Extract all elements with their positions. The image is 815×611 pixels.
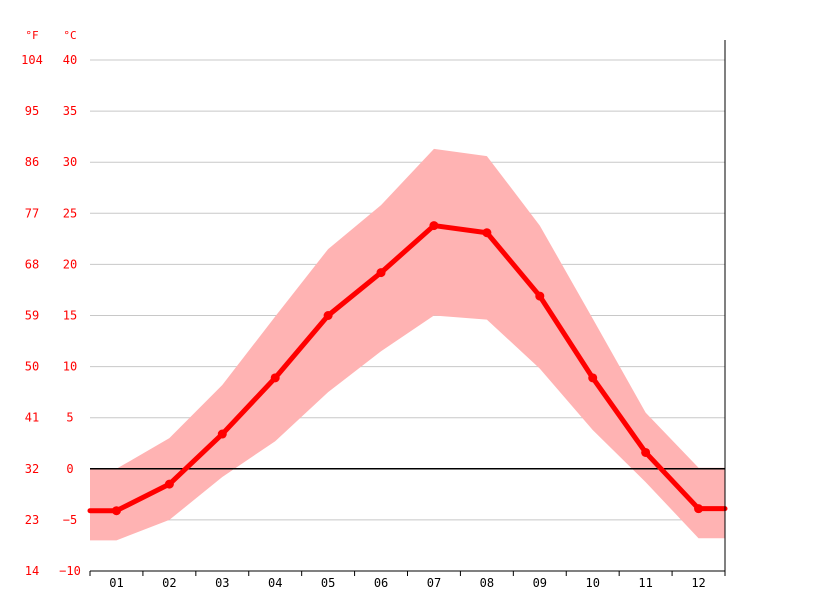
tick-label-layer: °F °C −10 14 −5 23 0 32 5 41 10 50 15 59 20 68 25 77 30 8… — [21, 29, 706, 590]
mean-temperature-point — [641, 447, 651, 457]
y-tick-fahrenheit: 104 — [21, 53, 43, 67]
y-tick-celsius: 15 — [63, 309, 77, 323]
y-tick-celsius: 30 — [63, 155, 77, 169]
x-tick-label: 11 — [638, 576, 652, 590]
unit-label-fahrenheit: °F — [25, 29, 38, 42]
y-tick-fahrenheit: 95 — [25, 104, 39, 118]
y-tick-celsius: 0 — [66, 462, 73, 476]
mean-line-layer — [87, 221, 728, 516]
x-tick-label: 02 — [162, 576, 176, 590]
y-tick-celsius: −10 — [59, 564, 81, 578]
mean-temperature-point — [164, 479, 174, 489]
mean-temperature-point — [429, 221, 439, 231]
mean-temperature-point — [376, 268, 386, 278]
y-tick-fahrenheit: 23 — [25, 513, 39, 527]
mean-temperature-point — [535, 291, 545, 301]
x-tick-label: 10 — [585, 576, 599, 590]
y-tick-fahrenheit: 77 — [25, 206, 39, 220]
y-tick-celsius: 25 — [63, 206, 77, 220]
range-band-layer — [90, 148, 725, 541]
mean-temperature-point — [323, 311, 333, 320]
y-tick-fahrenheit: 50 — [25, 360, 39, 374]
y-tick-celsius: 20 — [63, 257, 77, 271]
y-tick-celsius: 5 — [66, 411, 73, 425]
x-tick-label: 08 — [480, 576, 494, 590]
y-tick-fahrenheit: 68 — [25, 257, 39, 271]
mean-temperature-line — [87, 223, 728, 514]
x-tick-label: 03 — [215, 576, 229, 590]
y-tick-fahrenheit: 59 — [25, 309, 39, 323]
y-tick-celsius: 10 — [63, 360, 77, 374]
y-tick-fahrenheit: 32 — [25, 462, 39, 476]
x-tick-label: 07 — [427, 576, 441, 590]
mean-temperature-point — [694, 504, 704, 514]
mean-temperature-point — [111, 506, 121, 516]
x-tick-label: 01 — [109, 576, 123, 590]
x-tick-label: 04 — [268, 576, 282, 590]
mean-temperature-point — [482, 228, 492, 238]
unit-label-celsius: °C — [63, 29, 76, 42]
mean-temperature-point — [217, 429, 227, 439]
x-tick-label: 05 — [321, 576, 335, 590]
x-tick-label: 09 — [533, 576, 547, 590]
temperature-range-band — [90, 148, 725, 541]
y-tick-fahrenheit: 86 — [25, 155, 39, 169]
x-tick-label: 12 — [691, 576, 705, 590]
y-tick-celsius: −5 — [63, 513, 77, 527]
x-tick-label: 06 — [374, 576, 388, 590]
mean-temperature-point — [588, 373, 598, 383]
y-tick-celsius: 40 — [63, 53, 77, 67]
mean-temperature-point — [270, 373, 280, 383]
y-tick-celsius: 35 — [63, 104, 77, 118]
axis-layer — [89, 40, 726, 576]
y-tick-fahrenheit: 14 — [25, 564, 39, 578]
y-tick-fahrenheit: 41 — [25, 411, 39, 425]
